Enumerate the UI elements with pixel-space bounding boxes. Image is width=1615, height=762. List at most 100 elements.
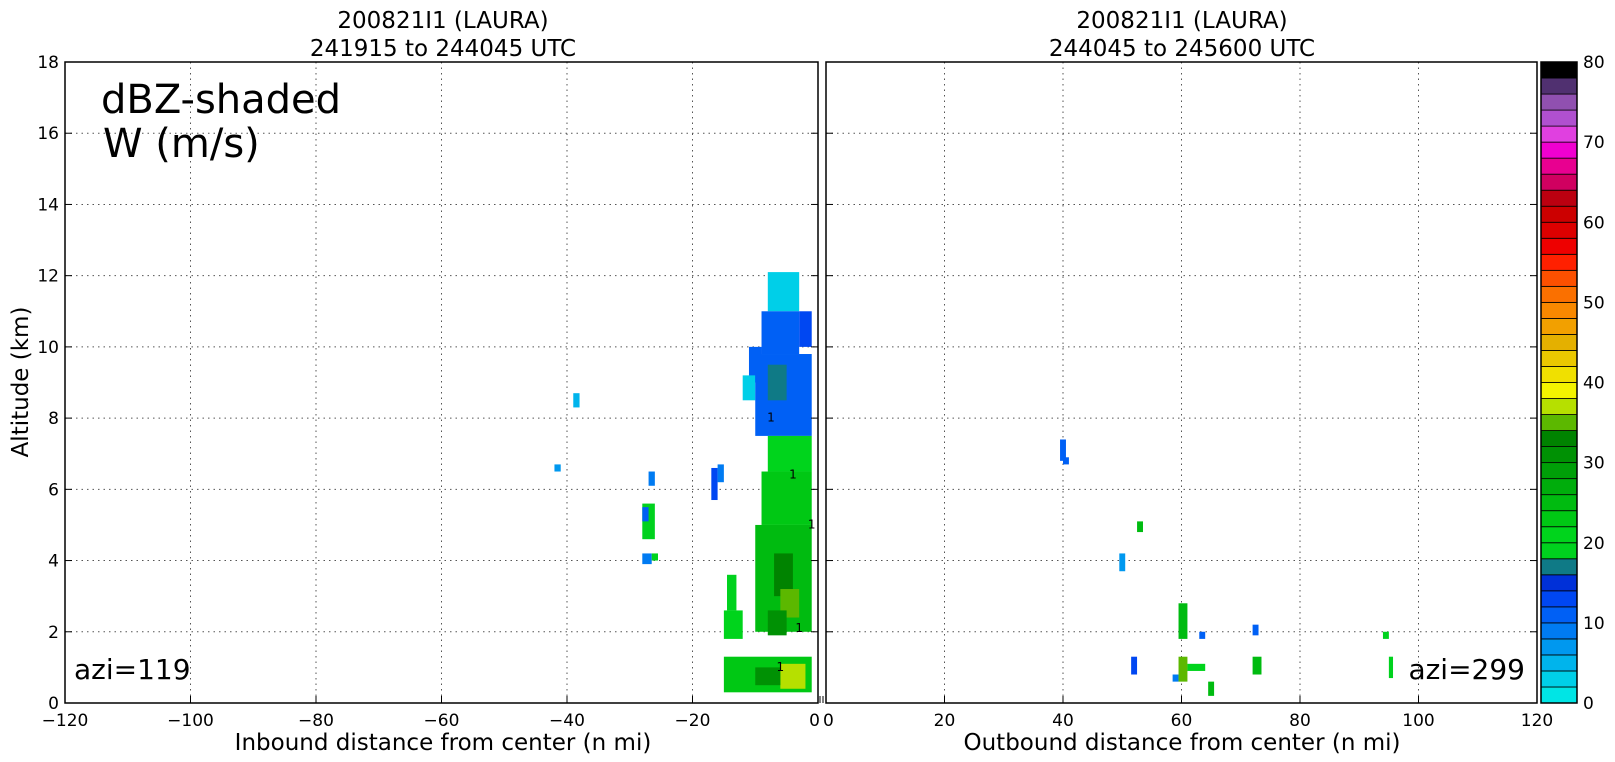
colorbar-bin — [1540, 558, 1578, 576]
reflectivity-cell — [780, 663, 806, 689]
colorbar-tick-label: 60 — [1583, 213, 1605, 233]
colorbar-bin — [1540, 253, 1578, 271]
colorbar-bin — [1540, 285, 1578, 303]
colorbar-bin — [1540, 221, 1578, 239]
colorbar-bins — [1540, 61, 1578, 704]
reflectivity-cell — [1208, 681, 1215, 696]
reflectivity-cell — [1060, 439, 1066, 461]
colorbar-bin — [1540, 350, 1578, 367]
right-title-line1: 200821I1 (LAURA) — [1076, 8, 1287, 34]
x-tick-label: 60 — [1171, 711, 1193, 731]
reflectivity-cell — [727, 574, 737, 611]
colorbar-bin — [1540, 125, 1578, 143]
x-tick-label: 0 — [823, 711, 834, 731]
right-x-axis-label: Outbound distance from center (n mi) — [964, 730, 1401, 756]
left-reflectivity-cells — [554, 272, 812, 693]
reflectivity-cell — [554, 464, 561, 472]
x-tick-label: −80 — [298, 711, 334, 731]
colorbar-bin — [1540, 622, 1578, 640]
reflectivity-cell — [1119, 553, 1126, 572]
y-tick-label: 18 — [37, 53, 59, 73]
colorbar-tick-label: 20 — [1583, 534, 1605, 554]
reflectivity-cell — [767, 610, 787, 636]
colorbar-bin — [1540, 446, 1578, 464]
annotation-w-ms: W (m/s) — [103, 121, 260, 167]
reflectivity-cell — [717, 464, 724, 483]
left-gridlines — [65, 62, 818, 703]
colorbar-tick-label: 80 — [1583, 53, 1605, 73]
left-title-line2: 241915 to 244045 UTC — [310, 36, 576, 62]
reflectivity-cell — [1382, 631, 1389, 639]
colorbar-tick-label: 50 — [1583, 293, 1605, 313]
contour-label: 1 — [789, 468, 797, 482]
reflectivity-cell — [573, 393, 580, 408]
left-contour-lines: 1 1 1 1 1 — [767, 411, 815, 674]
colorbar-bin — [1540, 141, 1578, 159]
x-tick-label: 120 — [1521, 711, 1553, 731]
reflectivity-cell — [1178, 603, 1188, 639]
annotation-dbz-shaded: dBZ-shaded — [101, 77, 341, 123]
colorbar-bin — [1540, 654, 1578, 672]
right-x-tick-labels: 0 20 40 60 80 100 120 — [822, 696, 1553, 731]
colorbar: 0 10 20 30 40 50 60 70 80 — [1540, 53, 1605, 714]
contour-label: 1 — [795, 621, 803, 635]
y-tick-label: 6 — [48, 480, 59, 500]
colorbar-bin — [1540, 430, 1578, 448]
colorbar-bin — [1540, 606, 1578, 624]
colorbar-bin — [1540, 109, 1578, 127]
colorbar-tick-labels: 0 10 20 30 40 50 60 70 80 — [1583, 53, 1605, 714]
reflectivity-cell — [711, 467, 718, 501]
reflectivity-cell — [755, 667, 781, 686]
y-tick-label: 8 — [48, 409, 59, 429]
reflectivity-cell — [774, 553, 793, 597]
y-tick-label: 10 — [37, 338, 59, 358]
reflectivity-cell — [799, 311, 812, 347]
colorbar-bin — [1540, 494, 1578, 512]
colorbar-tick-label: 10 — [1583, 614, 1605, 634]
colorbar-bin — [1540, 510, 1578, 528]
y-axis-label: Altitude (km) — [8, 307, 34, 458]
right-panel: 200821I1 (LAURA) 244045 to 245600 UTC 0 2… — [822, 8, 1553, 756]
x-tick-label: 0 — [809, 711, 820, 731]
colorbar-bin — [1540, 638, 1578, 656]
colorbar-bin — [1540, 301, 1578, 319]
reflectivity-cell — [761, 311, 800, 355]
right-title-line2: 244045 to 245600 UTC — [1049, 36, 1315, 62]
colorbar-bin — [1540, 173, 1578, 191]
reflectivity-cell — [767, 364, 787, 401]
colorbar-tick-label: 40 — [1583, 374, 1605, 394]
x-tick-label: 80 — [1289, 711, 1311, 731]
left-panel: 200821I1 (LAURA) 241915 to 244045 UTC 1 1… — [8, 8, 821, 756]
colorbar-bin — [1540, 237, 1578, 255]
reflectivity-cell — [1252, 656, 1262, 675]
colorbar-tick-label: 70 — [1583, 133, 1605, 153]
reflectivity-cell — [767, 272, 800, 312]
x-tick-label: −60 — [424, 711, 460, 731]
x-tick-label: −40 — [549, 711, 585, 731]
colorbar-bin — [1540, 526, 1578, 544]
colorbar-bin — [1540, 542, 1578, 560]
reflectivity-cell — [642, 553, 652, 565]
reflectivity-cell — [1199, 631, 1206, 639]
left-x-axis-label: Inbound distance from center (n mi) — [235, 730, 652, 756]
reflectivity-cell — [1252, 624, 1259, 636]
y-tick-label: 0 — [48, 694, 59, 714]
colorbar-bin — [1540, 77, 1578, 95]
y-tick-label: 16 — [37, 124, 59, 144]
colorbar-bin — [1540, 189, 1578, 207]
y-tick-label: 4 — [48, 552, 59, 572]
reflectivity-cell — [642, 507, 649, 522]
right-azimuth-label: azi=299 — [1408, 653, 1525, 686]
y-tick-label: 2 — [48, 623, 59, 643]
reflectivity-cell — [767, 435, 812, 472]
colorbar-bin — [1540, 590, 1578, 608]
reflectivity-cell — [1063, 457, 1069, 465]
left-title-line1: 200821I1 (LAURA) — [337, 8, 548, 34]
x-tick-label: −100 — [167, 711, 214, 731]
contour-label: 1 — [808, 518, 816, 532]
x-tick-label: −20 — [675, 711, 711, 731]
contour-label: 1 — [767, 411, 775, 425]
colorbar-bin — [1540, 317, 1578, 335]
colorbar-frame — [1540, 61, 1578, 704]
reflectivity-cell — [1388, 656, 1394, 679]
